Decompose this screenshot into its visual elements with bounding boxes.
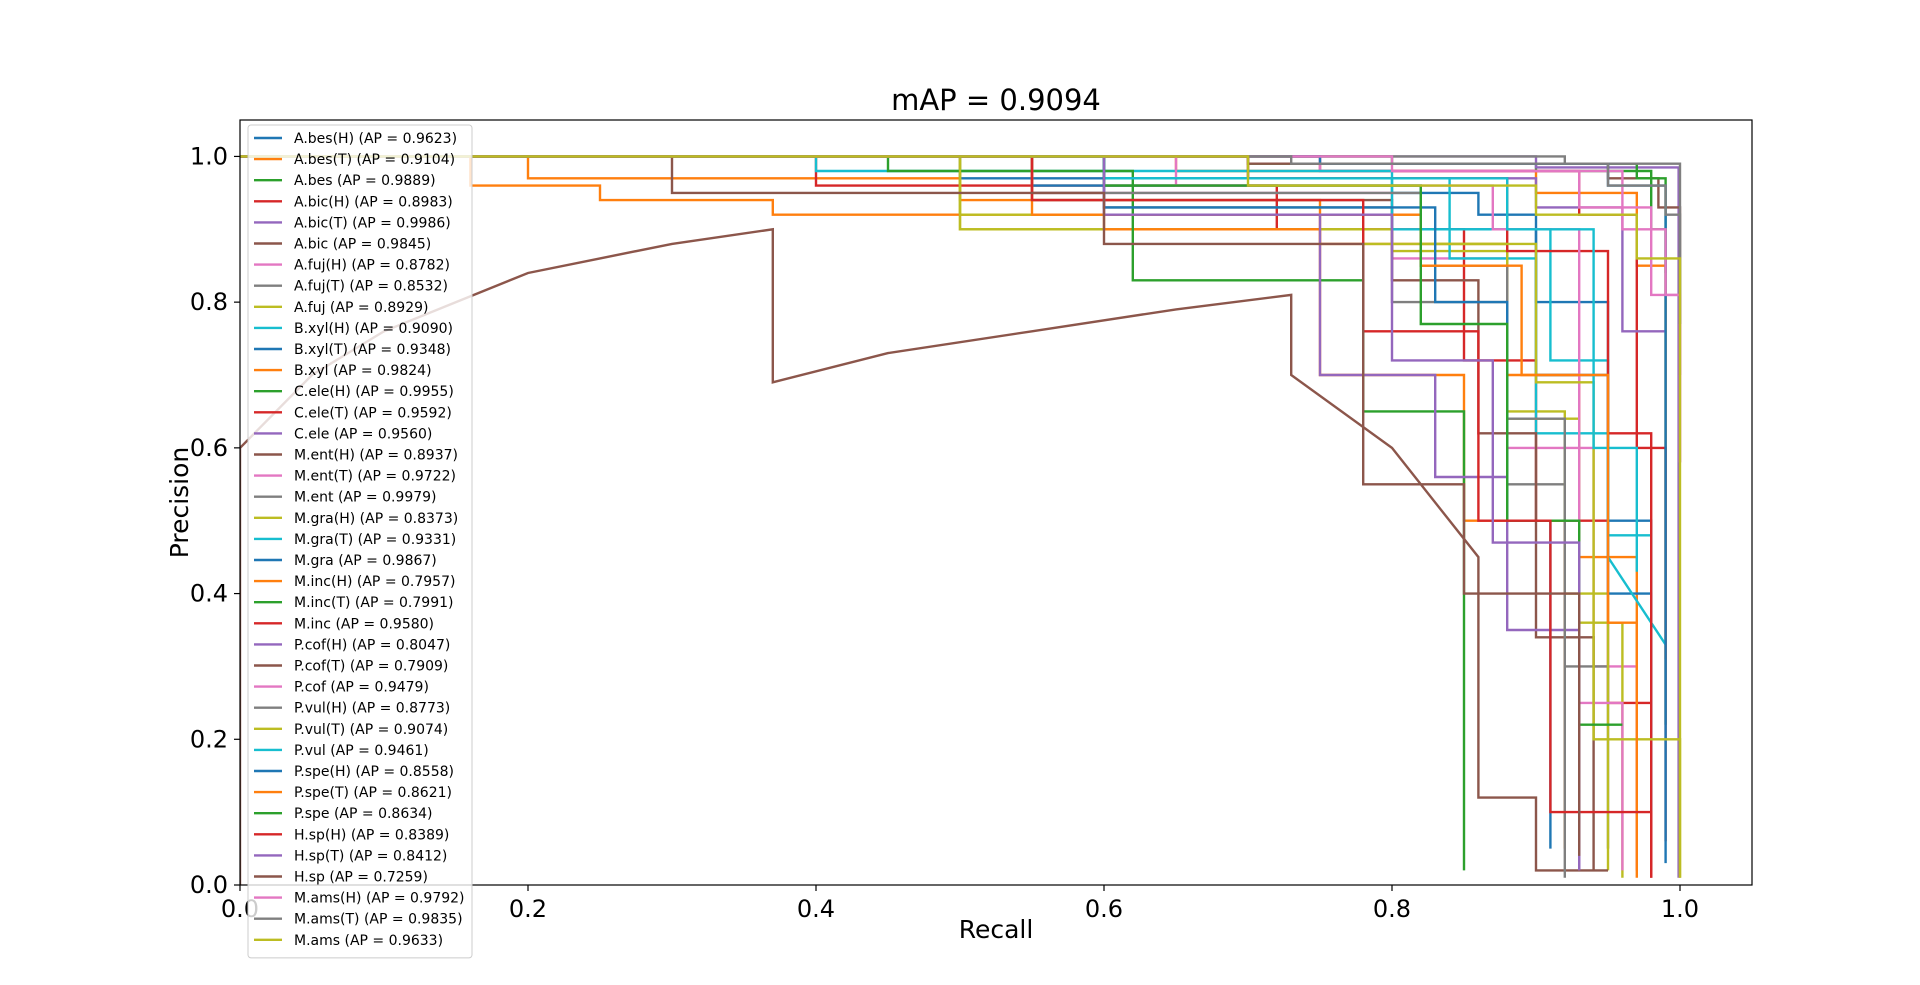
legend-entry-label: P.cof(T) (AP = 0.7909) [294, 659, 448, 675]
legend-entry-label: P.vul(H) (AP = 0.8773) [294, 701, 450, 717]
y-tick-label: 0.2 [190, 725, 228, 753]
legend-entry-label: M.gra(H) (AP = 0.8373) [294, 511, 458, 527]
legend-entry-label: P.spe(T) (AP = 0.8621) [294, 785, 452, 801]
series-line [240, 155, 1466, 871]
legend-box [247, 124, 473, 959]
series-line [240, 155, 1653, 878]
legend-entry-label: M.ams(H) (AP = 0.9792) [294, 891, 465, 907]
legend-entry-label: A.fuj (AP = 0.8929) [294, 300, 428, 316]
series-layer [240, 155, 1682, 885]
x-tick-label: 0.2 [509, 895, 547, 923]
chart-title: mAP = 0.9094 [891, 83, 1101, 117]
legend-entry-label: M.ams(T) (AP = 0.9835) [294, 912, 463, 928]
legend-entry-label: P.cof(H) (AP = 0.8047) [294, 637, 450, 653]
series-line [240, 155, 1682, 878]
legend-entry-label: B.xyl(H) (AP = 0.9090) [294, 321, 453, 337]
ticks-layer: 0.00.00.20.20.40.40.60.60.80.81.01.0 [190, 142, 1699, 923]
legend-entry-label: H.sp(T) (AP = 0.8412) [294, 848, 447, 864]
legend-entry-label: A.fuj(H) (AP = 0.8782) [294, 258, 450, 274]
legend-entry-label: P.vul (AP = 0.9461) [294, 743, 429, 759]
legend-entry-label: C.ele (AP = 0.9560) [294, 426, 432, 442]
y-tick-label: 0.8 [190, 288, 228, 316]
legend-entry-label: M.ent(T) (AP = 0.9722) [294, 469, 456, 485]
legend-entry-label: A.bes(H) (AP = 0.9623) [294, 131, 457, 147]
y-tick-label: 0.4 [190, 580, 228, 608]
legend-entry-label: A.bic (AP = 0.9845) [294, 237, 431, 253]
legend-entry-label: A.bes(T) (AP = 0.9104) [294, 152, 455, 168]
legend-entry-label: B.xyl (AP = 0.9824) [294, 363, 432, 379]
legend-entry-label: M.gra (AP = 0.9867) [294, 553, 437, 569]
legend-entry-label: M.inc(H) (AP = 0.7957) [294, 574, 455, 590]
y-tick-label: 1.0 [190, 142, 228, 170]
legend-entry-label: P.spe(H) (AP = 0.8558) [294, 764, 454, 780]
y-tick-label: 0.6 [190, 434, 228, 462]
legend-entry-label: P.vul(T) (AP = 0.9074) [294, 722, 448, 738]
series-line [240, 155, 1581, 871]
x-tick-label: 0.4 [797, 895, 835, 923]
plot-frame [239, 119, 1753, 886]
x-tick-label: 1.0 [1661, 895, 1699, 923]
series-line [240, 155, 1682, 463]
legend-entry-label: P.spe (AP = 0.8634) [294, 806, 433, 822]
legend-entry-label: M.ams (AP = 0.9633) [294, 933, 443, 949]
series-line [240, 155, 1581, 856]
legend-entry-label: C.ele(H) (AP = 0.9955) [294, 384, 454, 400]
legend-entry-label: M.gra(T) (AP = 0.9331) [294, 532, 456, 548]
legend-entry-label: A.fuj(T) (AP = 0.8532) [294, 279, 448, 295]
legend-entry-label: M.inc (AP = 0.9580) [294, 616, 434, 632]
y-axis-label: Precision [165, 447, 194, 559]
legend-entry-label: H.sp (AP = 0.7259) [294, 870, 428, 886]
legend-entry-label: M.inc(T) (AP = 0.7991) [294, 595, 453, 611]
legend-entry-label: C.ele(T) (AP = 0.9592) [294, 405, 452, 421]
legend: A.bes(H) (AP = 0.9623) A.bes(T) (AP = 0.9… [247, 124, 473, 959]
legend-entry-label: A.bic(H) (AP = 0.8983) [294, 194, 453, 210]
legend-entry-label: A.bic(T) (AP = 0.9986) [294, 215, 451, 231]
x-tick-label: 0.6 [1085, 895, 1123, 923]
legend-entry-label: A.bes (AP = 0.9889) [294, 173, 436, 189]
legend-entry-label: B.xyl(T) (AP = 0.9348) [294, 342, 451, 358]
legend-entry-label: M.ent(H) (AP = 0.8937) [294, 448, 458, 464]
x-tick-label: 0.8 [1373, 895, 1411, 923]
legend-entry-label: M.ent (AP = 0.9979) [294, 490, 437, 506]
legend-entry-label: H.sp(H) (AP = 0.8389) [294, 827, 449, 843]
series-line [240, 155, 1682, 878]
x-axis-label: Recall [959, 915, 1034, 944]
legend-entry-label: P.cof (AP = 0.9479) [294, 680, 429, 696]
series-line [240, 155, 1682, 324]
series-line [240, 155, 1624, 871]
y-tick-label: 0.0 [190, 871, 228, 899]
